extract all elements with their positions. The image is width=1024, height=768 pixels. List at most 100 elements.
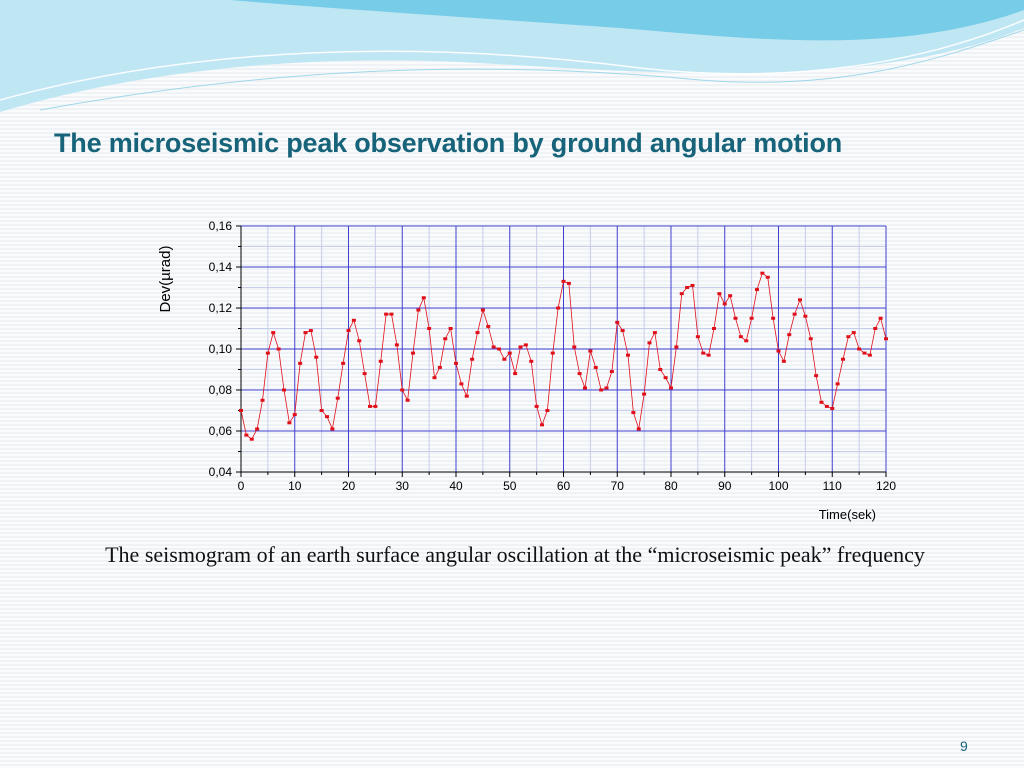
- x-tick-label: 90: [718, 479, 732, 493]
- data-point: [502, 357, 507, 361]
- x-tick-label: 110: [823, 479, 842, 493]
- data-point: [706, 353, 711, 357]
- data-point: [394, 343, 399, 347]
- data-point: [330, 427, 335, 431]
- data-point: [873, 327, 878, 330]
- data-point: [292, 413, 297, 417]
- page-number: 9: [960, 738, 968, 754]
- data-point: [814, 374, 819, 378]
- data-point: [803, 314, 808, 318]
- data-point: [335, 396, 340, 400]
- chart-grid: [241, 225, 887, 472]
- seismogram-chart: 0 10 20 30 40 50 60 70 80 90 100 110 120 0,04 0,06 0,08…: [157, 219, 897, 522]
- data-point: [615, 320, 620, 324]
- x-tick-label: 100: [768, 479, 788, 493]
- data-point: [620, 329, 625, 333]
- data-point: [265, 351, 270, 355]
- data-point: [443, 337, 448, 341]
- data-point: [362, 372, 367, 376]
- data-point: [405, 398, 410, 402]
- data-point: [400, 388, 405, 392]
- data-point: [846, 335, 851, 339]
- x-tick-label: 80: [664, 479, 678, 493]
- data-point: [771, 316, 776, 320]
- data-point: [491, 345, 496, 349]
- x-tick-label: 20: [342, 479, 356, 493]
- data-point: [287, 421, 292, 425]
- data-point: [862, 351, 867, 355]
- data-point: [470, 357, 475, 361]
- data-point: [464, 394, 469, 398]
- data-point: [695, 335, 700, 339]
- data-point: [679, 292, 684, 296]
- y-tick-label: 0,10: [209, 342, 233, 356]
- data-point: [373, 404, 378, 408]
- x-tick-label: 0: [238, 479, 245, 493]
- data-point: [776, 349, 781, 353]
- data-point: [728, 294, 733, 298]
- data-point: [572, 345, 577, 349]
- y-tick-label: 0,16: [209, 219, 233, 233]
- data-point: [518, 345, 523, 349]
- data-point: [765, 275, 770, 279]
- data-point: [792, 312, 797, 316]
- data-point: [427, 327, 432, 330]
- data-point: [260, 398, 265, 402]
- slide-title: The microseismic peak observation by gro…: [54, 128, 843, 158]
- data-point: [384, 312, 389, 316]
- data-point: [690, 283, 695, 287]
- data-point: [416, 308, 421, 312]
- data-point: [421, 296, 426, 300]
- x-tick-label: 120: [876, 479, 896, 493]
- data-point: [781, 359, 786, 363]
- data-point: [497, 347, 501, 351]
- data-point: [556, 306, 561, 310]
- series-points: [239, 271, 888, 441]
- data-point: [669, 386, 673, 390]
- data-point: [448, 327, 453, 330]
- data-point: [276, 347, 281, 351]
- data-point: [609, 370, 614, 374]
- data-point: [593, 365, 598, 369]
- data-point: [636, 427, 641, 431]
- data-point: [841, 357, 845, 361]
- data-point: [663, 376, 668, 380]
- y-tick-label: 0,08: [209, 383, 233, 397]
- data-point: [480, 308, 485, 312]
- y-tick-label: 0,06: [209, 424, 233, 438]
- data-point: [626, 353, 630, 357]
- data-point: [523, 343, 528, 347]
- x-tick-label: 50: [503, 479, 517, 493]
- data-point: [454, 361, 458, 365]
- data-point: [550, 351, 555, 355]
- data-point: [808, 337, 813, 341]
- data-point: [658, 368, 663, 371]
- slide-caption: The seismogram of an earth surface angul…: [105, 542, 925, 567]
- data-point: [749, 316, 754, 320]
- data-point: [325, 415, 329, 419]
- data-point: [819, 400, 824, 404]
- data-point: [368, 404, 372, 408]
- data-point: [884, 337, 888, 341]
- data-point: [341, 361, 346, 365]
- data-point: [529, 359, 534, 363]
- header-wave-decoration: [0, 0, 1024, 112]
- data-point: [755, 288, 759, 292]
- data-point: [604, 386, 609, 390]
- data-point: [346, 329, 351, 333]
- y-tick-label: 0,04: [209, 465, 233, 479]
- axis-ticks: 0 10 20 30 40 50 60 70 80 90 100 110 120 0,04 0,06 0,08…: [209, 219, 897, 493]
- data-point: [308, 329, 313, 333]
- data-point: [599, 388, 604, 392]
- data-point: [674, 345, 679, 349]
- y-tick-label: 0,14: [209, 260, 233, 274]
- x-tick-label: 30: [396, 479, 410, 493]
- data-point: [411, 351, 415, 355]
- data-point: [432, 376, 437, 380]
- data-point: [712, 327, 716, 330]
- y-axis-label: Dev(µrad): [157, 246, 174, 313]
- data-point: [583, 386, 587, 390]
- data-point: [486, 324, 491, 328]
- x-tick-label: 70: [611, 479, 625, 493]
